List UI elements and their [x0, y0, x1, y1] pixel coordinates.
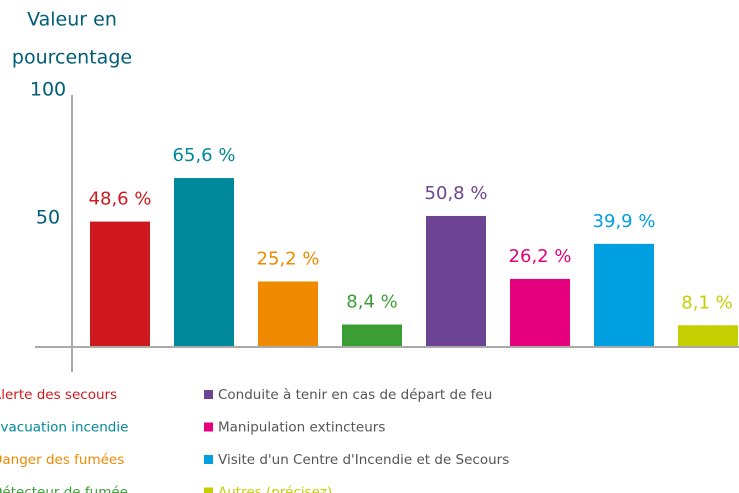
data-label: 50,8 %	[425, 183, 488, 204]
data-label: 65,6 %	[173, 145, 236, 166]
bar	[174, 178, 234, 346]
bar	[678, 325, 738, 346]
legend-label: Détecteur de fumée	[0, 485, 128, 493]
legend-label: Danger des fumées	[0, 452, 124, 468]
bar	[426, 215, 486, 346]
bar	[594, 243, 654, 346]
legend-label: Manipulation extincteurs	[218, 420, 385, 436]
legend-swatch	[204, 390, 213, 399]
legend-swatch	[204, 422, 213, 432]
y-tick-label: 100	[30, 79, 66, 101]
legend-label: Alerte des secours	[0, 387, 117, 403]
bar	[510, 278, 570, 346]
data-label: 8,4 %	[346, 291, 397, 312]
data-label: 48,6 %	[89, 189, 152, 210]
legend-label: Visite d'un Centre d'Incendie et de Seco…	[218, 452, 509, 468]
data-label: 39,9 %	[593, 211, 656, 232]
legend-label: Évacuation incendie	[0, 419, 128, 436]
y-axis-label: pourcentage	[12, 47, 132, 69]
data-label: 26,2 %	[509, 246, 572, 267]
y-tick-label: 50	[36, 207, 60, 229]
bar	[90, 221, 150, 346]
bar	[258, 281, 318, 346]
legend-label: Autres (précisez)	[218, 485, 332, 493]
legend-swatch	[204, 487, 213, 493]
legend-label: Conduite à tenir en cas de départ de feu	[218, 387, 492, 403]
legend-swatch	[204, 455, 213, 464]
bar	[342, 324, 402, 346]
data-label: 8,1 %	[681, 292, 732, 313]
data-label: 25,2 %	[257, 248, 320, 269]
y-axis-label: Valeur en	[27, 9, 117, 31]
